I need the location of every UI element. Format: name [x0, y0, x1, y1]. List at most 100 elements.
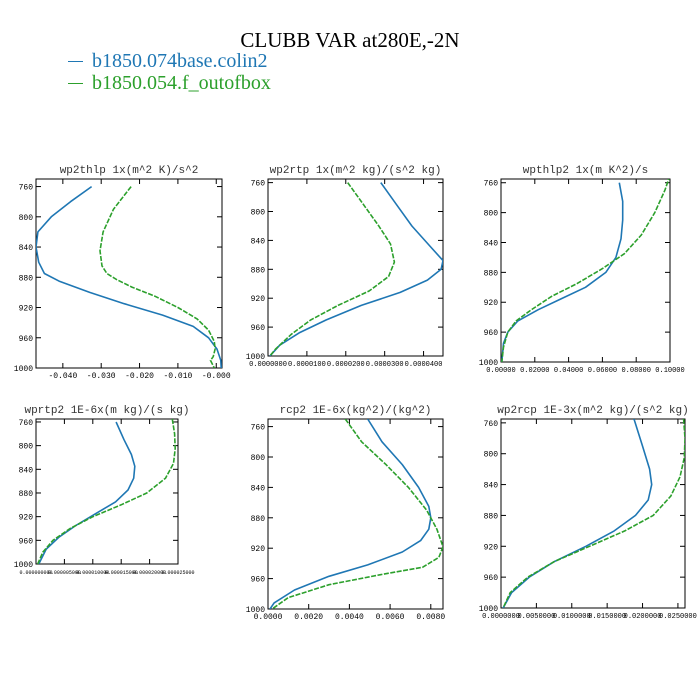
y-tick-label: 880 — [251, 266, 266, 275]
x-tick-label: 0.10000 — [655, 367, 684, 375]
y-tick-label: 920 — [19, 514, 34, 523]
y-tick-label: 800 — [19, 443, 34, 452]
y-tick-label: 880 — [484, 512, 499, 521]
panel-title: wpthlp2 1x(m K^2)/s — [523, 165, 648, 177]
y-tick-label: 840 — [484, 482, 499, 491]
series-2-line — [501, 179, 670, 362]
x-tick-label: 0.0020 — [294, 613, 323, 622]
y-tick-label: 960 — [251, 576, 266, 585]
x-tick-label: 0.04000 — [554, 367, 583, 375]
x-tick-label: 0.0100000 — [553, 613, 591, 621]
x-tick-label: 0.08000 — [621, 367, 650, 375]
y-tick-label: 920 — [251, 295, 266, 304]
x-tick-label: 0.0200000 — [624, 613, 662, 621]
y-tick-label: 760 — [19, 184, 34, 193]
series-2-line — [502, 419, 685, 608]
legend-entry-1: b1850.074base.colin2 — [62, 50, 271, 72]
x-tick-label: 0.0000000 — [249, 361, 287, 369]
legend-line-1 — [68, 60, 83, 62]
x-tick-label: 0.0000400 — [405, 361, 443, 369]
plot-frame — [267, 178, 444, 357]
figure-title: CLUBB VAR at280E,-2N — [240, 28, 460, 52]
series-2-line — [99, 186, 216, 368]
legend-entry-2: b1850.054.f_outofbox — [62, 72, 271, 94]
y-tick-label: 760 — [484, 420, 499, 429]
panel-5: rcp2 1E-6x(kg^2)/(kg^2) 760 800 840 880 920 96… — [246, 405, 446, 622]
x-tick-label: 0.000015000 — [105, 570, 138, 576]
x-tick-label: 0.0080 — [416, 613, 445, 622]
panel-title: wp2rcp 1E-3x(m^2 kg)/(s^2 kg) — [497, 405, 688, 417]
y-tick-label: 760 — [251, 424, 266, 433]
y-tick-label: 960 — [19, 335, 34, 344]
y-tick-label: 840 — [484, 239, 499, 248]
panel-title: wprtp2 1E-6x(m kg)/(s kg) — [24, 405, 189, 417]
y-tick-label: 760 — [484, 180, 499, 189]
y-tick-label: 840 — [251, 237, 266, 246]
x-tick-label: 0.0000 — [254, 613, 283, 622]
y-tick-label: 760 — [251, 180, 266, 189]
x-tick-label: 0.0000100 — [288, 361, 326, 369]
x-tick-label: -0.020 — [125, 372, 154, 381]
panel-2: wp2rtp 1x(m^2 kg)/(s^2 kg) 760 800 840 880 92… — [246, 165, 444, 369]
x-tick-label: 0.0250000 — [659, 613, 697, 621]
y-tick-label: 760 — [19, 419, 34, 428]
series-1-line — [269, 419, 432, 609]
panel-3: wpthlp2 1x(m K^2)/s 760 800 840 880 920 960 100… — [479, 165, 685, 375]
y-tick-label: 800 — [484, 210, 499, 219]
x-tick-label: 0.0000200 — [327, 361, 365, 369]
panel-4: wprtp2 1E-6x(m kg)/(s kg) 760 800 840 880 920… — [14, 405, 195, 576]
x-tick-label: 0.0150000 — [588, 613, 626, 621]
y-tick-label: 960 — [484, 329, 499, 338]
series-2-line — [271, 419, 443, 609]
x-tick-label: 0.000020000 — [133, 570, 166, 576]
x-tick-label: 0.000010000 — [76, 570, 109, 576]
y-tick-label: 800 — [251, 209, 266, 218]
panel-title: rcp2 1E-6x(kg^2)/(kg^2) — [280, 405, 432, 417]
x-tick-label: 0.0000000 — [482, 613, 520, 621]
series-1-line — [502, 419, 653, 608]
y-tick-label: 880 — [19, 490, 34, 499]
panel-title: wp2thlp 1x(m^2 K)/s^2 — [60, 165, 199, 177]
x-tick-label: -0.040 — [48, 372, 77, 381]
legend-label-2: b1850.054.f_outofbox — [92, 72, 271, 94]
x-tick-label: 0.0040 — [335, 613, 364, 622]
plot-frame — [500, 418, 686, 609]
plot-frame — [35, 418, 179, 565]
y-tick-label: 840 — [19, 244, 34, 253]
x-tick-label: 0.0060 — [376, 613, 405, 622]
panel-title: wp2rtp 1x(m^2 kg)/(s^2 kg) — [270, 165, 442, 177]
y-tick-label: 960 — [19, 537, 34, 546]
y-tick-label: 880 — [484, 269, 499, 278]
series-1-line — [269, 182, 443, 356]
series-1-line — [501, 182, 624, 362]
y-tick-label: 920 — [251, 545, 266, 554]
y-tick-label: 960 — [251, 324, 266, 333]
y-tick-label: 880 — [251, 515, 266, 524]
legend: b1850.074base.colin2 b1850.054.f_outofbo… — [62, 50, 271, 94]
y-tick-label: 1000 — [246, 606, 265, 615]
y-tick-label: 800 — [484, 451, 499, 460]
x-tick-label: 0.00000 — [486, 367, 515, 375]
y-tick-label: 1000 — [14, 365, 33, 374]
x-tick-label: 0.000025000 — [161, 570, 194, 576]
y-tick-label: 960 — [484, 574, 499, 583]
x-tick-label: 0.0050000 — [517, 613, 555, 621]
legend-line-2 — [68, 82, 83, 84]
y-tick-label: 800 — [251, 454, 266, 463]
y-tick-label: 920 — [484, 299, 499, 308]
x-tick-label: -0.010 — [163, 372, 192, 381]
series-1-line — [36, 185, 222, 368]
series-2-line — [269, 182, 396, 356]
y-tick-label: 1000 — [246, 353, 265, 362]
x-tick-label: -0.000 — [202, 372, 231, 381]
series-1-line — [38, 421, 136, 564]
y-tick-label: 880 — [19, 274, 34, 283]
x-tick-label: 0.000000000 — [19, 570, 52, 576]
x-tick-label: 0.02000 — [520, 367, 549, 375]
x-tick-label: 0.000005000 — [48, 570, 81, 576]
legend-label-1: b1850.074base.colin2 — [92, 50, 268, 72]
plot-frame — [35, 178, 223, 369]
x-tick-label: -0.030 — [87, 372, 116, 381]
series-2-line — [36, 419, 176, 564]
